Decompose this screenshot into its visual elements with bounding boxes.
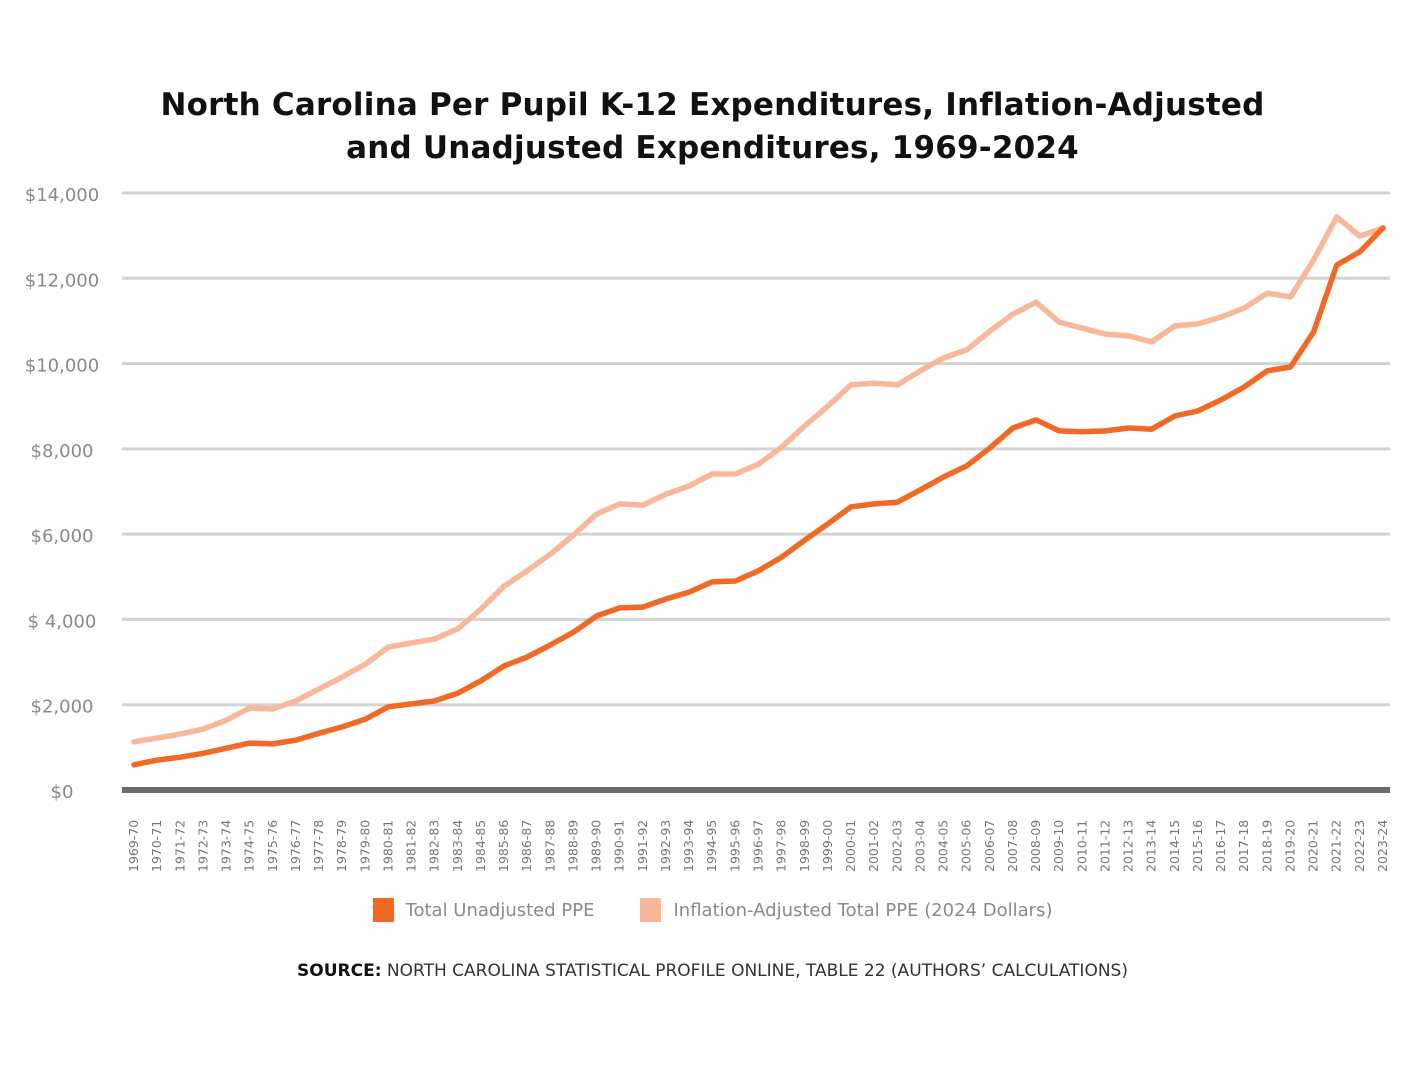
x-tick-label: 1975-76 bbox=[265, 820, 280, 872]
y-tick-label: $ 4,000 bbox=[28, 611, 97, 632]
y-tick-label: $0 bbox=[51, 782, 74, 803]
x-tick-label: 2008-09 bbox=[1028, 820, 1043, 872]
gridlines bbox=[122, 191, 1390, 793]
x-tick-label: 2005-06 bbox=[959, 820, 974, 872]
x-tick-label: 2015-16 bbox=[1190, 820, 1205, 872]
x-tick-label: 1981-82 bbox=[404, 820, 419, 872]
x-tick-label: 1995-96 bbox=[727, 820, 742, 872]
x-tick-label: 1999-00 bbox=[820, 820, 835, 872]
series-lines bbox=[131, 214, 1386, 768]
x-tick-label: 1988-89 bbox=[565, 820, 580, 872]
x-tick-label: 2006-07 bbox=[982, 820, 997, 872]
x-tick-label: 1973-74 bbox=[219, 820, 234, 872]
legend: Total Unadjusted PPE Inflation-Adjusted … bbox=[0, 898, 1425, 922]
y-tick-label: $10,000 bbox=[25, 356, 99, 377]
x-tick-label: 1993-94 bbox=[681, 820, 696, 872]
legend-swatch-inflation-adjusted bbox=[640, 898, 662, 922]
x-tick-label: 2011-12 bbox=[1097, 820, 1112, 872]
x-tick-label: 1998-99 bbox=[797, 820, 812, 872]
x-tick-label: 1979-80 bbox=[357, 820, 372, 872]
x-tick-label: 2023-24 bbox=[1375, 820, 1390, 872]
x-tick-label: 1980-81 bbox=[380, 820, 395, 872]
x-tick-label: 1972-73 bbox=[195, 820, 210, 872]
source-text: NORTH CAROLINA STATISTICAL PROFILE ONLIN… bbox=[381, 961, 1128, 981]
x-tick-label: 2016-17 bbox=[1213, 820, 1228, 872]
x-tick-label: 2020-21 bbox=[1306, 820, 1321, 872]
x-tick-label: 2007-08 bbox=[1005, 820, 1020, 872]
x-tick-label: 2017-18 bbox=[1236, 820, 1251, 872]
x-tick-label: 1997-98 bbox=[774, 820, 789, 872]
x-tick-label: 2021-22 bbox=[1329, 820, 1344, 872]
y-tick-label: $14,000 bbox=[25, 185, 99, 206]
legend-label-inflation-adjusted: Inflation-Adjusted Total PPE (2024 Dolla… bbox=[673, 899, 1053, 921]
series-line-inflation-adjusted bbox=[131, 214, 1386, 745]
x-tick-label: 2009-10 bbox=[1051, 820, 1066, 872]
x-tick-label: 1996-97 bbox=[751, 820, 766, 872]
x-tick-label: 1990-91 bbox=[612, 820, 627, 872]
x-tick-label: 2012-13 bbox=[1121, 820, 1136, 872]
x-tick-label: 1986-87 bbox=[519, 820, 534, 872]
x-tick-label: 2003-04 bbox=[912, 820, 927, 872]
x-tick-label: 1992-93 bbox=[658, 820, 673, 872]
x-tick-label: 1978-79 bbox=[334, 820, 349, 872]
x-tick-label: 1991-92 bbox=[635, 820, 650, 872]
y-tick-label: $2,000 bbox=[31, 697, 94, 718]
chart-title: North Carolina Per Pupil K-12 Expenditur… bbox=[0, 84, 1425, 170]
x-tick-label: 1984-85 bbox=[473, 820, 488, 872]
x-tick-label: 1969-70 bbox=[126, 820, 141, 872]
x-tick-label: 1989-90 bbox=[589, 820, 604, 872]
y-axis-ticks: $0 $2,000 $ 4,000 $6,000 $8,000 $10,000 $12,00… bbox=[25, 185, 99, 803]
x-tick-label: 2018-19 bbox=[1259, 820, 1274, 872]
y-tick-label: $12,000 bbox=[25, 270, 99, 291]
legend-swatch-unadjusted bbox=[372, 898, 394, 922]
x-tick-label: 2022-23 bbox=[1352, 820, 1367, 872]
series-line-unadjusted bbox=[131, 225, 1386, 768]
legend-label-unadjusted: Total Unadjusted PPE bbox=[405, 899, 595, 921]
x-tick-label: 1974-75 bbox=[242, 820, 257, 872]
x-axis-ticks: 1969-70 1970-71 1971-72 1972-73 1973-74 1974-… bbox=[126, 820, 1390, 872]
x-tick-label: 2014-15 bbox=[1167, 820, 1182, 872]
x-tick-label: 1982-83 bbox=[427, 820, 442, 872]
source-label: SOURCE: bbox=[297, 961, 382, 981]
x-tick-label: 1983-84 bbox=[450, 820, 465, 872]
x-tick-label: 2013-14 bbox=[1144, 820, 1159, 872]
x-tick-label: 1970-71 bbox=[149, 820, 164, 872]
y-tick-label: $8,000 bbox=[31, 441, 94, 462]
chart-title-line-1: North Carolina Per Pupil K-12 Expenditur… bbox=[160, 87, 1265, 123]
legend-item-inflation-adjusted: Inflation-Adjusted Total PPE (2024 Dolla… bbox=[640, 898, 1052, 922]
x-tick-label: 1976-77 bbox=[288, 820, 303, 872]
x-tick-label: 1987-88 bbox=[542, 820, 557, 872]
x-tick-label: 1985-86 bbox=[496, 820, 511, 872]
y-tick-label: $6,000 bbox=[31, 526, 94, 547]
chart-title-line-2: and Unadjusted Expenditures, 1969-2024 bbox=[346, 130, 1079, 166]
x-tick-label: 1971-72 bbox=[172, 820, 187, 872]
x-tick-label: 2001-02 bbox=[866, 820, 881, 872]
x-tick-label: 2010-11 bbox=[1074, 820, 1089, 872]
x-tick-label: 2019-20 bbox=[1282, 820, 1297, 872]
x-tick-label: 2000-01 bbox=[843, 820, 858, 872]
source-note: SOURCE: NORTH CAROLINA STATISTICAL PROFI… bbox=[0, 961, 1425, 981]
x-tick-label: 1994-95 bbox=[704, 820, 719, 872]
x-tick-label: 1977-78 bbox=[311, 820, 326, 872]
x-tick-label: 2004-05 bbox=[936, 820, 951, 872]
x-tick-label: 2002-03 bbox=[889, 820, 904, 872]
legend-item-unadjusted: Total Unadjusted PPE bbox=[372, 898, 595, 922]
